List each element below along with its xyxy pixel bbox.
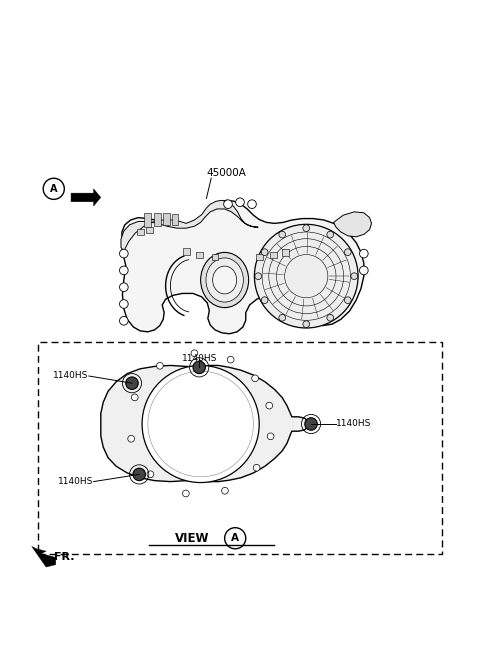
Circle shape (120, 300, 128, 308)
Circle shape (156, 363, 163, 369)
Circle shape (147, 471, 154, 478)
Ellipse shape (201, 253, 249, 308)
Bar (146, 227, 153, 234)
Bar (282, 249, 289, 256)
Circle shape (126, 377, 138, 390)
Circle shape (182, 490, 189, 497)
Bar (256, 254, 263, 260)
Polygon shape (101, 365, 308, 482)
Circle shape (120, 283, 128, 291)
Text: 45000A: 45000A (206, 168, 246, 178)
Bar (183, 248, 190, 255)
Bar (172, 215, 178, 225)
Circle shape (133, 468, 145, 481)
Circle shape (222, 487, 228, 494)
Circle shape (254, 224, 358, 328)
Polygon shape (71, 189, 101, 206)
Circle shape (261, 297, 268, 304)
Bar (154, 213, 161, 226)
Ellipse shape (206, 258, 243, 302)
Circle shape (142, 365, 259, 483)
Circle shape (266, 402, 273, 409)
Circle shape (279, 314, 286, 321)
Circle shape (327, 231, 334, 238)
Circle shape (255, 273, 262, 279)
Circle shape (360, 249, 368, 258)
Bar (212, 254, 218, 260)
Circle shape (303, 225, 310, 232)
Circle shape (120, 249, 128, 258)
Text: 1140HS: 1140HS (53, 371, 89, 380)
Polygon shape (32, 546, 56, 567)
Circle shape (327, 314, 334, 321)
Circle shape (345, 297, 351, 304)
Circle shape (303, 321, 310, 327)
Bar (144, 213, 151, 227)
Circle shape (267, 433, 274, 440)
Text: FR.: FR. (54, 552, 75, 562)
Circle shape (261, 249, 268, 256)
Ellipse shape (213, 266, 237, 294)
Text: 1140HS: 1140HS (336, 419, 372, 428)
Circle shape (132, 394, 138, 401)
Circle shape (224, 200, 232, 209)
Circle shape (120, 266, 128, 275)
Text: 1140HS: 1140HS (181, 354, 217, 363)
Circle shape (236, 198, 244, 207)
Circle shape (253, 464, 260, 471)
Circle shape (191, 350, 198, 357)
Polygon shape (122, 200, 364, 334)
Circle shape (193, 361, 205, 374)
Circle shape (248, 200, 256, 209)
Bar (270, 252, 277, 258)
Circle shape (279, 231, 286, 238)
Text: A: A (231, 533, 239, 543)
Bar (163, 213, 170, 225)
Circle shape (351, 273, 358, 279)
Bar (38, 342, 442, 554)
Polygon shape (334, 212, 372, 237)
Text: A: A (50, 184, 58, 194)
Circle shape (345, 249, 351, 256)
Circle shape (305, 418, 317, 430)
Circle shape (128, 436, 134, 442)
Circle shape (120, 316, 128, 325)
Circle shape (228, 356, 234, 363)
Polygon shape (121, 200, 258, 251)
Circle shape (360, 266, 368, 275)
Bar (137, 229, 144, 236)
Text: 1140HS: 1140HS (58, 477, 94, 486)
Circle shape (252, 375, 258, 382)
Bar (196, 252, 203, 258)
Text: VIEW: VIEW (175, 532, 209, 544)
